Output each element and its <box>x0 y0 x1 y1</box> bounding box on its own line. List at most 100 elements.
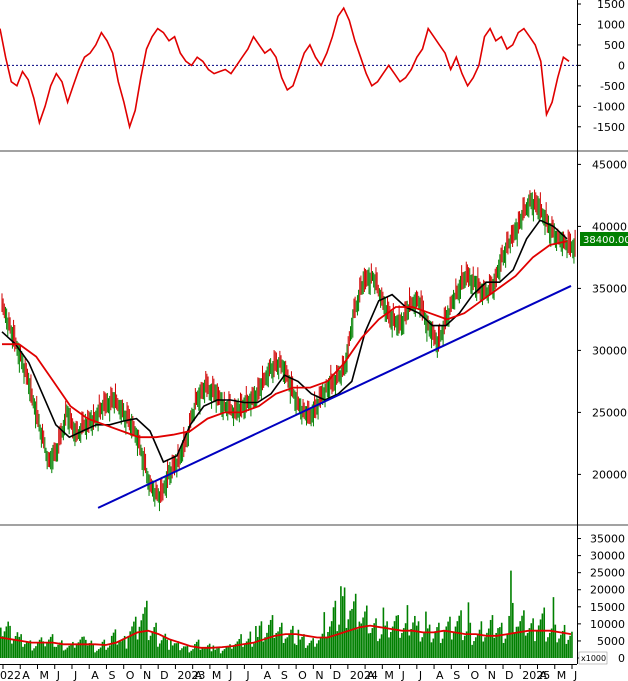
volume-bar <box>292 625 294 658</box>
volume-bar <box>560 634 562 658</box>
volume-bar <box>425 611 427 658</box>
volume-bar <box>530 623 533 658</box>
volume-bar <box>369 632 372 658</box>
y-tick-label: 25000 <box>592 406 627 419</box>
x-tick-label: M <box>557 669 567 681</box>
volume-bar <box>134 616 137 658</box>
volume-bar <box>393 621 396 658</box>
price-panel <box>0 152 577 524</box>
volume-bar <box>247 638 250 658</box>
volume-bar <box>179 650 181 658</box>
volume-bar <box>81 636 83 658</box>
volume-bar <box>508 615 510 658</box>
x-tick-label: O <box>471 669 480 681</box>
volume-bar <box>181 648 183 658</box>
volume-bar <box>558 638 560 658</box>
y-tick-label: 0 <box>618 59 625 72</box>
volume-bar <box>306 645 309 658</box>
y-tick-label: 20000 <box>592 468 627 481</box>
volume-bar <box>478 629 481 658</box>
volume-bar <box>304 647 307 658</box>
volume-bar <box>72 641 74 658</box>
volume-bar <box>375 618 377 658</box>
volume-bar <box>325 637 327 658</box>
volume-bar <box>449 616 451 658</box>
volume-bar <box>412 622 414 658</box>
x-tick-label: S <box>281 669 288 681</box>
volume-bar <box>524 635 527 658</box>
volume-bar <box>480 621 483 658</box>
volume-bar <box>133 621 135 658</box>
volume-bar <box>48 639 50 658</box>
volume-bar <box>5 626 8 658</box>
volume-bar <box>293 643 296 658</box>
volume-bar <box>162 636 165 658</box>
volume-bar <box>390 631 392 658</box>
volume-bar <box>86 645 89 658</box>
volume-bar <box>109 645 111 658</box>
x-tick-label: A <box>195 669 203 681</box>
volume-bar <box>268 624 270 658</box>
x-tick-label: O <box>298 669 307 681</box>
volume-bar <box>517 626 520 658</box>
x-tick-label: M <box>384 669 394 681</box>
volume-bar <box>149 635 152 658</box>
volume-bar <box>497 628 499 658</box>
volume-bar <box>190 650 192 658</box>
volume-bar <box>441 638 444 658</box>
volume-bar <box>144 607 146 658</box>
volume-bar <box>286 637 289 658</box>
volume-bar <box>371 628 374 658</box>
volume-bar <box>280 622 283 658</box>
volume-bar <box>445 626 448 658</box>
volume-bar <box>493 637 496 658</box>
last-price-badge <box>580 232 628 246</box>
volume-bar <box>242 646 244 658</box>
x-tick-label: D <box>160 669 168 681</box>
volume-bar <box>365 605 368 658</box>
volume-bar <box>229 644 231 658</box>
moving-average-red <box>2 240 568 439</box>
volume-bar <box>340 586 342 658</box>
y-tick-label: 20000 <box>590 584 625 597</box>
volume-bar <box>388 637 390 658</box>
volume-bar <box>349 610 351 658</box>
volume-bar <box>401 632 403 658</box>
volume-bar <box>182 646 185 658</box>
volume-bar <box>49 636 52 658</box>
volume-bar <box>42 641 45 658</box>
volume-bar <box>170 639 172 658</box>
volume-bar <box>316 643 318 658</box>
y-tick-label: 40000 <box>592 220 627 233</box>
x-tick-label: S <box>453 669 460 681</box>
oscillator-line <box>0 6 570 130</box>
volume-bar <box>536 631 538 658</box>
volume-bar <box>146 600 148 658</box>
x-tick-label: A <box>367 669 375 681</box>
oscillator-panel <box>0 0 577 150</box>
x-tick-label: J <box>73 669 77 681</box>
volume-bar <box>195 641 198 658</box>
volume-bar <box>225 647 228 658</box>
volume-bar <box>60 640 63 658</box>
volume-bar <box>345 627 348 658</box>
volume-bar <box>171 645 174 658</box>
volume-bar <box>417 621 420 658</box>
y-tick-label: 30000 <box>590 550 625 563</box>
volume-bar <box>554 624 557 658</box>
volume-bar <box>112 632 115 658</box>
volume-bar <box>548 632 551 658</box>
volume-bar <box>458 615 460 658</box>
volume-bar <box>486 632 488 658</box>
volume-bar <box>266 632 268 658</box>
volume-bar <box>414 615 416 658</box>
volume-bar <box>515 626 518 658</box>
volume-bar <box>168 649 170 658</box>
volume-bar <box>408 635 411 658</box>
volume-bar <box>243 644 246 658</box>
volume-bar <box>131 626 133 658</box>
volume-bar <box>364 611 366 658</box>
volume-unit-label: x1000 <box>581 654 606 663</box>
volume-bar <box>489 619 492 658</box>
volume-bar <box>308 643 311 658</box>
